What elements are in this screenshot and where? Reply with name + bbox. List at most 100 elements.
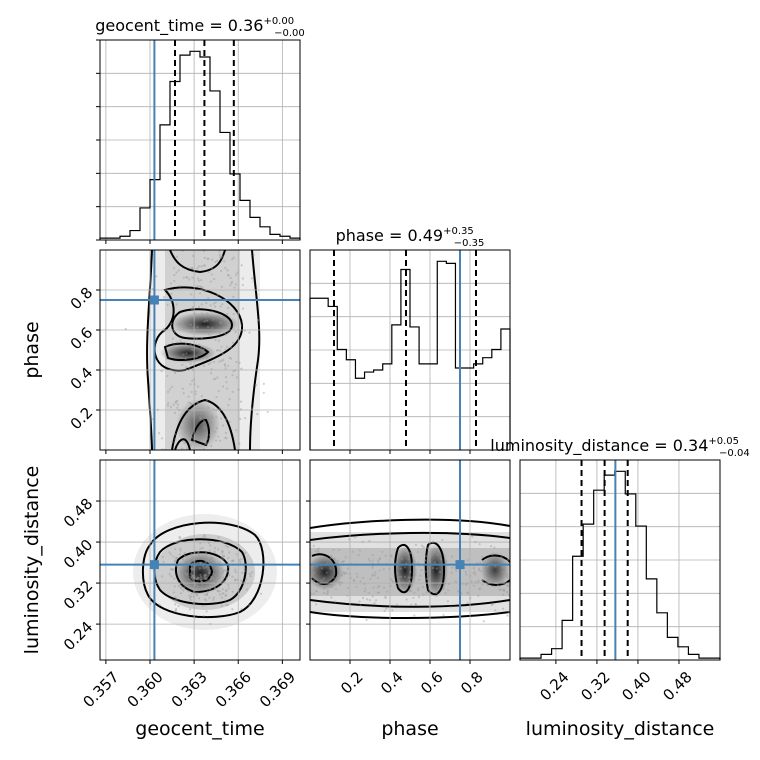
sample-point (214, 338, 217, 341)
sample-point (232, 295, 235, 299)
sample-point (205, 560, 208, 563)
sample-point (224, 599, 227, 602)
sample-point (124, 327, 127, 331)
sample-point (432, 540, 435, 543)
sample-point (203, 320, 206, 323)
sample-point (238, 559, 241, 562)
sample-point (203, 598, 207, 601)
sample-point (174, 548, 177, 551)
sample-point (191, 276, 194, 279)
sample-point (210, 273, 214, 276)
sample-point (189, 553, 192, 556)
sample-point (227, 584, 230, 587)
sample-point (231, 590, 234, 593)
sample-point (190, 307, 194, 310)
sample-point (212, 572, 215, 576)
sample-point (215, 349, 218, 352)
sample-point (312, 544, 315, 548)
sample-point (259, 592, 263, 595)
sample-point (330, 586, 333, 589)
sample-point (329, 557, 332, 560)
sample-point (228, 356, 231, 359)
sample-point (199, 412, 202, 415)
sample-point (185, 276, 188, 279)
title-plus-phase: +0.35 (443, 226, 474, 237)
sample-point (205, 577, 208, 580)
sample-point (211, 326, 214, 330)
axes-frame-dist-geocent (99, 459, 301, 661)
sample-point (411, 561, 414, 565)
sample-point (204, 561, 207, 564)
sample-point (262, 391, 265, 395)
sample-point (169, 553, 172, 556)
sample-point (417, 595, 421, 599)
sample-point (235, 273, 238, 276)
sample-point (202, 250, 205, 253)
sample-point (200, 587, 203, 591)
sample-point (442, 587, 445, 590)
sample-point (457, 590, 460, 593)
sample-point (194, 591, 197, 594)
sample-point (197, 597, 201, 600)
sample-point (199, 587, 202, 590)
sample-point (222, 569, 225, 572)
sample-point (193, 378, 196, 381)
sample-point (193, 312, 196, 315)
sample-point (177, 605, 180, 608)
sample-point (202, 565, 205, 568)
sample-point (466, 601, 469, 605)
sample-point (228, 551, 231, 554)
sample-point (206, 357, 209, 360)
sample-point (204, 574, 207, 577)
sample-point (482, 620, 486, 623)
sample-point (337, 559, 340, 562)
sample-point (377, 591, 381, 594)
sample-point (397, 579, 400, 582)
sample-point (204, 566, 208, 569)
sample-point (334, 600, 337, 603)
sample-point (204, 288, 208, 292)
sample-point (224, 348, 227, 351)
sample-point (478, 588, 481, 591)
sample-point (427, 579, 430, 582)
sample-point (222, 358, 225, 362)
sample-point (187, 590, 190, 593)
sample-point (220, 321, 223, 324)
sample-point (266, 410, 269, 414)
sample-point (181, 569, 184, 572)
sample-point (378, 569, 381, 572)
sample-point (389, 578, 393, 581)
sample-point (226, 312, 229, 316)
sample-point (204, 574, 207, 577)
sample-point (496, 584, 499, 587)
sample-point (193, 576, 196, 579)
sample-point (227, 569, 230, 573)
sample-point (501, 571, 504, 574)
sample-point (193, 586, 196, 589)
sample-point (249, 575, 252, 578)
sample-point (195, 436, 198, 439)
sample-point (486, 579, 489, 582)
sample-point (160, 369, 163, 373)
sample-point (397, 553, 401, 556)
sample-point (220, 359, 223, 362)
sample-point (506, 576, 509, 579)
sample-point (158, 432, 161, 435)
sample-point (204, 577, 207, 580)
sample-point (182, 323, 185, 326)
sample-point (204, 593, 207, 597)
sample-point (199, 576, 203, 579)
sample-point (216, 568, 219, 571)
sample-point (390, 555, 393, 558)
sample-point (368, 598, 371, 602)
sample-point (506, 614, 509, 617)
sample-point (404, 566, 407, 569)
sample-point (203, 535, 207, 538)
sample-point (190, 592, 193, 595)
sample-point (209, 622, 212, 626)
sample-point (345, 572, 348, 575)
sample-point (176, 341, 179, 344)
sample-point (197, 577, 200, 580)
sample-point (444, 592, 447, 595)
sample-point (326, 589, 329, 592)
